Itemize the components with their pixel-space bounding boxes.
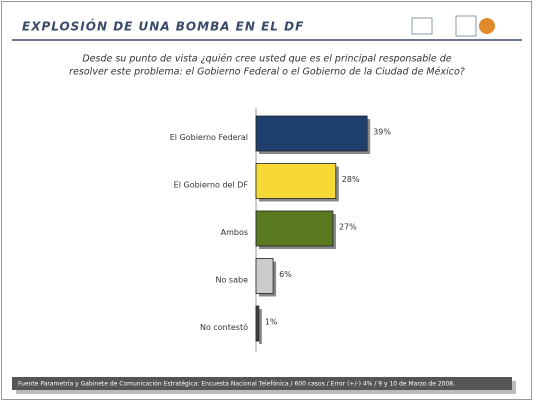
bar bbox=[255, 210, 334, 247]
subtitle: Desde su punto de vista ¿quién cree uste… bbox=[82, 54, 451, 65]
value-label: 1% bbox=[265, 318, 278, 327]
logo bbox=[479, 18, 495, 34]
value-label: 27% bbox=[339, 223, 357, 232]
bar-shadow bbox=[259, 309, 262, 344]
logo bbox=[455, 15, 477, 37]
chart-title: EXPLOSIÓN DE UNA BOMBA EN EL DF bbox=[22, 19, 304, 34]
value-label: 39% bbox=[373, 128, 391, 137]
bar bbox=[255, 258, 274, 294]
category-label: El Gobierno del DF bbox=[174, 181, 249, 190]
logo bbox=[411, 17, 433, 35]
bar bbox=[255, 163, 337, 199]
bar bbox=[255, 115, 368, 152]
category-label: No contestó bbox=[200, 322, 248, 332]
category-label: No sabe bbox=[216, 276, 249, 285]
category-label: Ambos bbox=[221, 228, 248, 237]
subtitle: resolver este problema: el Gobierno Fede… bbox=[69, 67, 465, 78]
footer-bar bbox=[12, 377, 512, 390]
bar bbox=[255, 305, 260, 342]
category-label: El Gobierno Federal bbox=[170, 133, 248, 142]
value-label: 28% bbox=[342, 175, 360, 184]
value-label: 6% bbox=[279, 270, 292, 279]
footer: Fuente Parametría y Gabinete de Comunica… bbox=[18, 381, 455, 388]
logos bbox=[411, 15, 495, 37]
